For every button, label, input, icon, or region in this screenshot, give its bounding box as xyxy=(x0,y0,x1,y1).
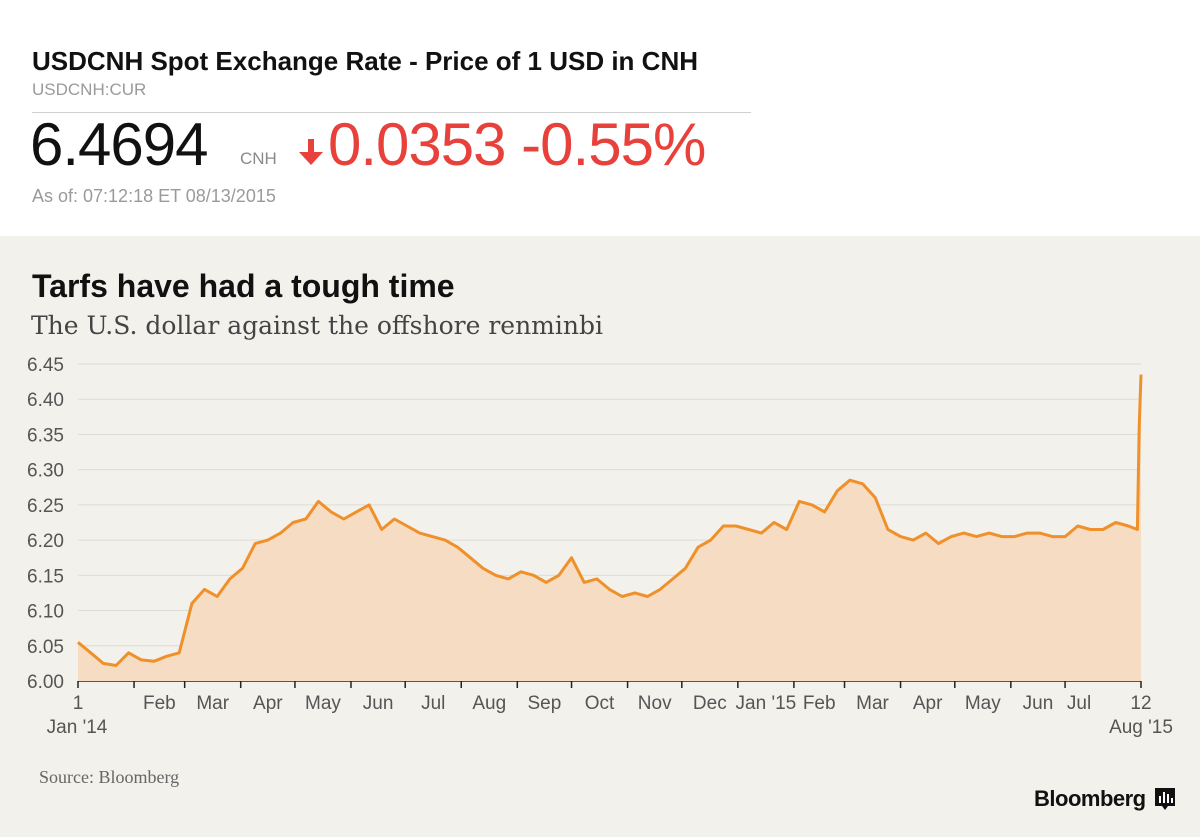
x-tick-label: Jun xyxy=(363,693,394,714)
x-tick-sublabel: Jan '14 xyxy=(47,717,108,738)
quote-ticker: USDCNH:CUR xyxy=(32,80,147,99)
y-tick-label: 6.25 xyxy=(27,496,64,517)
price-change: 0.0353 -0.55% xyxy=(328,111,706,178)
quote-title: USDCNH Spot Exchange Rate - Price of 1 U… xyxy=(32,46,698,76)
series-area xyxy=(78,374,1141,681)
y-tick-label: 6.35 xyxy=(27,425,64,446)
x-tick-label: Mar xyxy=(856,693,889,714)
y-tick-label: 6.45 xyxy=(27,355,64,376)
x-tick-label: Feb xyxy=(803,693,836,714)
y-tick-label: 6.15 xyxy=(27,566,64,587)
y-tick-label: 6.40 xyxy=(27,390,64,411)
chart-title: Tarfs have had a tough time xyxy=(32,268,455,304)
header-divider xyxy=(32,112,751,113)
price-value: 6.4694 xyxy=(30,111,209,178)
currency-label: CNH xyxy=(240,149,277,168)
x-tick-sublabel: Aug '15 xyxy=(1109,717,1173,738)
y-tick-label: 6.30 xyxy=(27,461,64,482)
x-tick-label: Mar xyxy=(196,693,229,714)
x-tick-label: Jun xyxy=(1023,693,1054,714)
quote-header: USDCNH Spot Exchange Rate - Price of 1 U… xyxy=(0,0,1200,236)
exchange-rate-chart: 6.45 6.40 6.35 6.30 6.25 6.20 6.15 6.10 6.05 6.00… xyxy=(27,355,1173,738)
brand-logo: Bloomberg xyxy=(1034,786,1146,811)
x-tick-label: Jan '15 xyxy=(736,693,797,714)
x-tick-label: Jul xyxy=(421,693,445,714)
y-tick-label: 6.05 xyxy=(27,637,64,658)
bloomberg-chart-icon xyxy=(1155,788,1175,810)
x-tick-label: Nov xyxy=(638,693,672,714)
down-arrow-icon xyxy=(299,139,323,165)
x-tick-label: Apr xyxy=(253,693,283,714)
as-of-timestamp: As of: 07:12:18 ET 08/13/2015 xyxy=(32,186,276,206)
x-tick-label: Jul xyxy=(1067,693,1091,714)
x-tick-label: May xyxy=(965,693,1001,714)
x-tick-label: 12 xyxy=(1130,693,1151,714)
y-tick-label: 6.10 xyxy=(27,602,64,623)
x-tick-label: Aug xyxy=(472,693,506,714)
y-tick-label: 6.20 xyxy=(27,531,64,552)
chart-subtitle: The U.S. dollar against the offshore ren… xyxy=(31,311,603,340)
x-tick-label: 1 xyxy=(73,693,84,714)
series-line xyxy=(77,374,1143,667)
y-tick-label: 6.00 xyxy=(27,672,64,693)
x-tick-label: Oct xyxy=(585,693,615,714)
source-note: Source: Bloomberg xyxy=(39,767,180,787)
x-tick-label: Dec xyxy=(693,693,727,714)
x-tick-label: Apr xyxy=(913,693,943,714)
x-tick-label: May xyxy=(305,693,341,714)
x-tick-label: Feb xyxy=(143,693,176,714)
x-tick-label: Sep xyxy=(528,693,562,714)
